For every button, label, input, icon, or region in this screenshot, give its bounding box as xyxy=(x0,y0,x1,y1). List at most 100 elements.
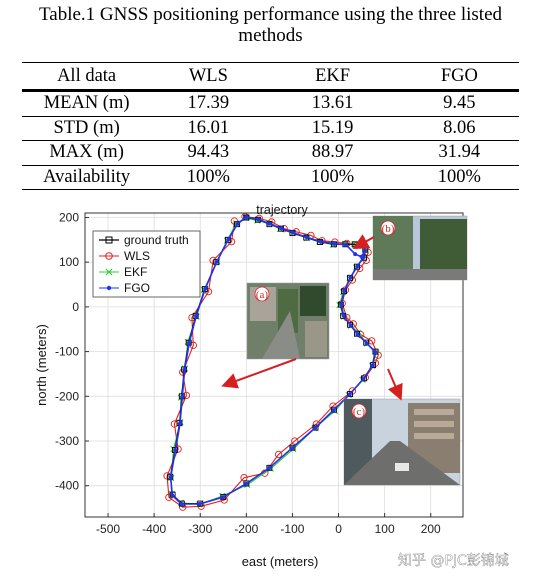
table-row: MAX (m) 94.43 88.97 31.94 xyxy=(22,141,519,165)
data-point-fgo xyxy=(244,215,249,220)
x-tick-label: -200 xyxy=(234,522,258,536)
table-cell: 100% xyxy=(437,166,481,187)
data-point-fgo xyxy=(318,239,323,244)
inset-label-c: (c) xyxy=(353,406,366,418)
data-point-fgo xyxy=(194,314,199,319)
y-tick-label: -200 xyxy=(55,389,79,403)
table-caption: Table.1 GNSS positioning performance usi… xyxy=(0,4,541,46)
header-cell: FGO xyxy=(440,65,478,86)
y-tick-label: 100 xyxy=(59,255,79,269)
arrow-a xyxy=(221,358,297,389)
x-axis-label: east (meters) xyxy=(242,554,319,569)
data-point-fgo xyxy=(214,259,219,264)
caption-line-2: methods xyxy=(238,25,303,46)
table-cell: 88.97 xyxy=(311,142,354,163)
y-tick-label: 200 xyxy=(59,210,79,224)
table-cell: 17.39 xyxy=(187,93,230,114)
header-cell: All data xyxy=(57,65,117,86)
data-point-fgo xyxy=(256,217,261,222)
table-row: Availability 100% 100% 100% xyxy=(22,165,519,190)
data-point-fgo xyxy=(341,313,346,318)
data-point-wls xyxy=(170,420,179,428)
legend-box xyxy=(92,230,201,298)
data-point-fgo xyxy=(220,495,225,500)
watermark: 知乎 @PJC彭锦城 xyxy=(398,552,509,569)
data-point-fgo xyxy=(173,448,178,453)
table-cell: 100% xyxy=(311,166,355,187)
data-point-fgo xyxy=(179,502,184,507)
table-cell: 15.19 xyxy=(311,117,354,138)
x-tick-label: -100 xyxy=(280,522,304,536)
data-point-fgo xyxy=(347,392,352,397)
data-point-fgo xyxy=(267,221,272,226)
data-point-ground-truth xyxy=(360,375,367,382)
data-point-fgo xyxy=(313,426,318,431)
series-layer xyxy=(163,212,382,511)
data-point-fgo xyxy=(343,242,348,247)
data-point-ground-truth xyxy=(312,424,319,431)
data-point-fgo xyxy=(339,302,344,307)
data-point-fgo xyxy=(372,350,377,355)
data-point-ground-truth xyxy=(354,263,360,270)
data-point-ground-truth xyxy=(363,339,370,346)
performance-table: All data WLS EKF FGO MEAN (m) 17.39 13.6… xyxy=(22,62,519,190)
data-point-fgo xyxy=(168,475,173,480)
table-cell: 100% xyxy=(186,166,230,187)
legend-label-ground-truth: ground truth xyxy=(124,233,189,247)
data-point-ground-truth xyxy=(220,493,227,500)
data-point-fgo xyxy=(197,502,202,507)
data-point-fgo xyxy=(355,332,360,337)
header-cell: WLS xyxy=(188,65,228,86)
table-cell: 31.94 xyxy=(438,142,481,163)
data-point-fgo xyxy=(180,394,185,399)
inset-label-b: (b) xyxy=(382,223,395,235)
y-tick-label: -400 xyxy=(55,479,79,493)
table-header-row: All data WLS EKF FGO xyxy=(22,62,519,91)
row-label: STD (m) xyxy=(53,117,120,138)
data-point-fgo xyxy=(361,376,366,381)
header-cell: EKF xyxy=(315,65,351,86)
data-point-fgo xyxy=(370,363,375,368)
data-point-fgo xyxy=(331,408,336,413)
legend-item-ground-truth: ground truth xyxy=(99,233,189,247)
series-fgo xyxy=(168,215,377,507)
x-tick-label: -400 xyxy=(142,522,166,536)
data-point-ground-truth xyxy=(289,444,296,451)
data-point-fgo xyxy=(266,466,271,471)
row-label: Availability xyxy=(43,166,131,187)
plot-frame xyxy=(84,212,464,518)
inset-photo-c: (c) xyxy=(343,398,461,486)
data-point-fgo xyxy=(226,237,231,242)
table-cell: 16.01 xyxy=(187,117,230,138)
data-point-ground-truth xyxy=(330,406,337,413)
data-point-fgo xyxy=(177,421,182,426)
legend: ground truth WLS EKF FGO xyxy=(92,230,201,298)
x-tick-label: 200 xyxy=(421,522,441,536)
x-tick-label: -500 xyxy=(96,522,120,536)
table-cell: 8.06 xyxy=(443,117,476,138)
data-point-fgo xyxy=(332,241,337,246)
row-label: MEAN (m) xyxy=(43,93,130,114)
legend-label-ekf: EKF xyxy=(124,265,147,279)
data-point-fgo xyxy=(348,275,353,280)
table-row: STD (m) 16.01 15.19 8.06 xyxy=(22,116,519,141)
row-label: MAX (m) xyxy=(49,142,124,163)
legend-label-fgo: FGO xyxy=(124,281,150,295)
table-row: MEAN (m) 17.39 13.61 9.45 xyxy=(22,91,519,116)
data-point-fgo xyxy=(304,235,309,240)
data-point-fgo xyxy=(342,288,347,293)
arrow-b xyxy=(352,234,375,249)
data-point-ground-truth xyxy=(224,236,231,243)
data-point-ground-truth xyxy=(234,221,241,228)
data-point-fgo xyxy=(364,341,369,346)
data-point-fgo xyxy=(182,367,187,372)
data-point-fgo xyxy=(187,341,192,346)
caption-line-1: Table.1 GNSS positioning performance usi… xyxy=(38,4,503,25)
data-point-ground-truth xyxy=(337,301,344,308)
legend-item-wls: WLS xyxy=(99,249,150,263)
data-point-fgo xyxy=(279,226,284,231)
data-point-ground-truth xyxy=(347,321,354,328)
chart-title: trajectory xyxy=(256,203,308,217)
data-point-ground-truth xyxy=(354,330,360,337)
data-point-fgo xyxy=(348,323,353,328)
